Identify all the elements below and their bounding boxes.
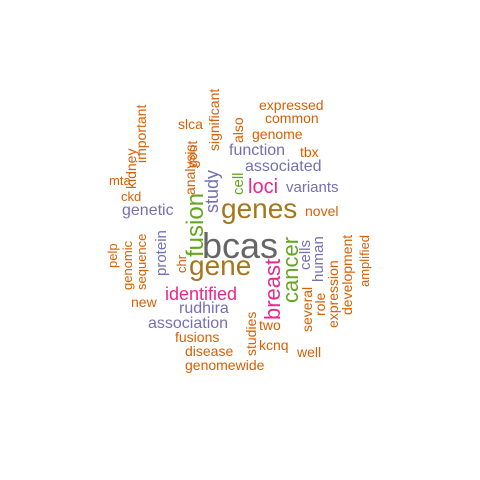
word-well: well (297, 344, 322, 360)
word-protein: protein (153, 230, 170, 276)
word-loci: loci (248, 176, 279, 198)
word-rudhira: rudhira (179, 300, 229, 317)
word-also: also (230, 117, 246, 143)
word-genome: genome (252, 126, 303, 142)
word-genes: genes (221, 193, 298, 224)
word-amplified: amplified (357, 234, 372, 287)
word-sequence: sequence (134, 233, 149, 290)
word-slca: slca (178, 116, 203, 132)
word-novel: novel (305, 203, 339, 219)
word-genomewide: genomewide (185, 357, 265, 373)
word-mta: mta (109, 173, 131, 188)
word-study: study (202, 169, 222, 213)
word-expressed: expressed (259, 97, 324, 113)
word-genetic: genetic (122, 202, 174, 219)
word-chr: chr (174, 254, 189, 273)
word-development: development (339, 234, 355, 315)
word-bcas: bcas (202, 225, 279, 266)
word-studies: studies (243, 311, 259, 356)
word-gout: gout (184, 140, 200, 168)
word-significant: significant (206, 88, 222, 151)
word-expression: expression (325, 260, 341, 328)
word-association: association (148, 315, 229, 332)
word-pelp: pelp (105, 243, 120, 268)
word-kcnq: kcnq (259, 337, 289, 353)
word-human: human (310, 236, 327, 282)
word-disease: disease (185, 343, 234, 359)
word-breast: breast (260, 258, 285, 320)
word-common: common (265, 110, 319, 126)
word-identified: identified (165, 284, 238, 304)
word-new: new (131, 294, 157, 310)
word-gene: gene (189, 250, 252, 281)
word-variants: variants (286, 179, 339, 196)
word-function: function (229, 142, 286, 159)
word-genomic: genomic (120, 240, 135, 290)
word-tbx: tbx (300, 144, 319, 160)
word-two: two (259, 317, 281, 333)
word-ckd: ckd (121, 189, 142, 204)
word-cell: cell (230, 172, 247, 195)
word-associated: associated (245, 158, 322, 175)
word-fusions: fusions (175, 329, 220, 345)
